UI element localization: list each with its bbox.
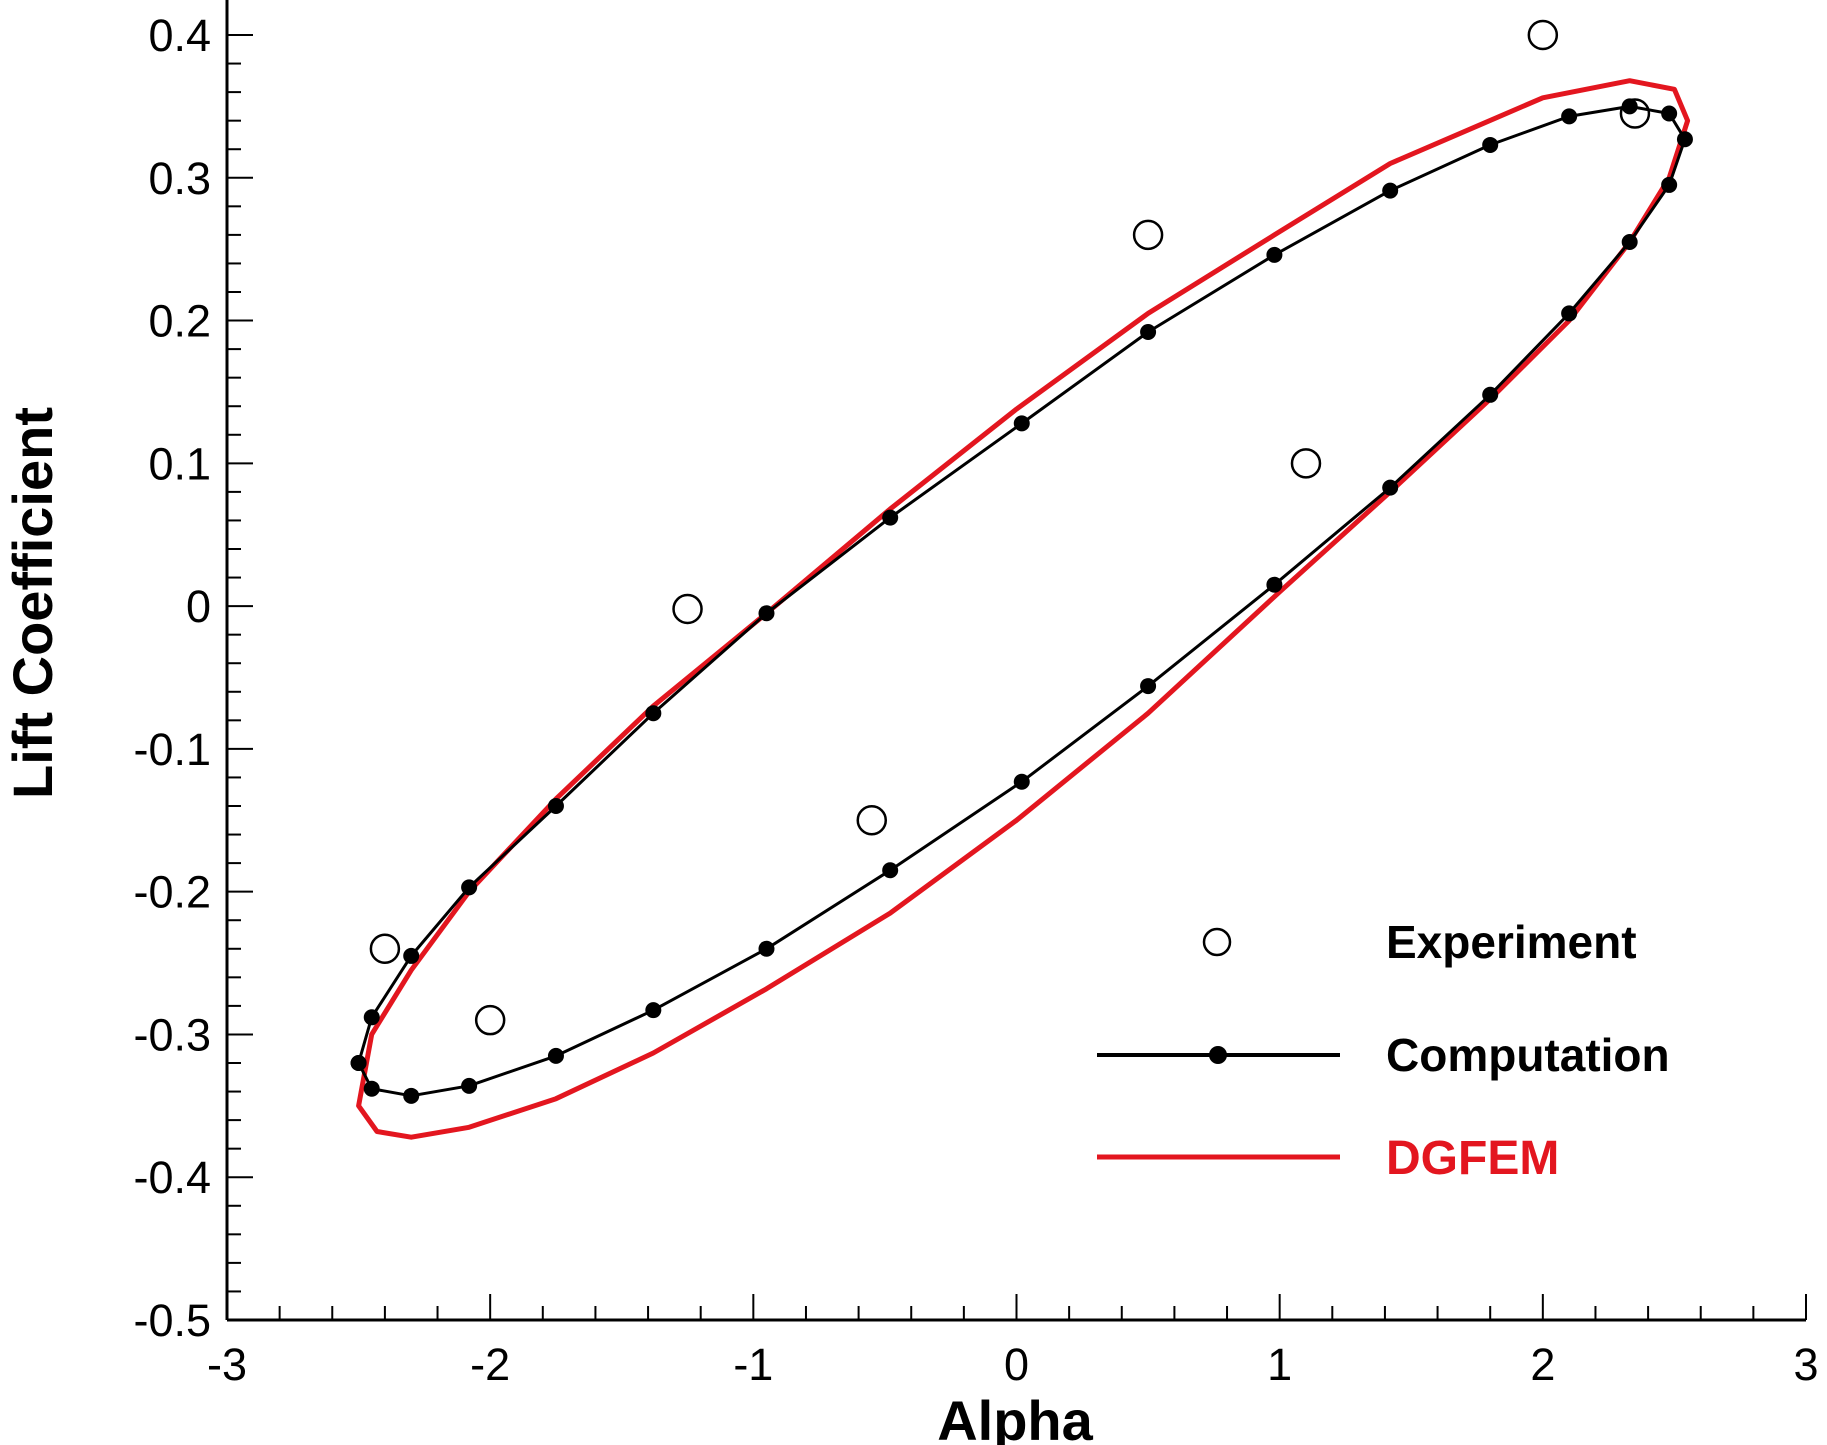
computation-point [1266,576,1283,593]
computation-point [363,1080,380,1097]
computation-point [1561,108,1578,125]
x-tick-label: 1 [1267,1339,1292,1390]
computation-point [1561,305,1578,322]
y-tick-label: -0.4 [133,1152,211,1203]
x-tick-label: -3 [207,1339,247,1390]
y-axis-title: Lift Coefficient [1,407,64,799]
y-tick-label: 0 [186,581,211,632]
axes: -3 -2 -1 0 1 2 3 0.4 0.3 0.2 0.1 0 -0.1 -0.2 -0.3 -0.4 -… [133,0,1819,1390]
computation-point [1013,773,1030,790]
computation-point [645,705,662,722]
x-tick-label: -1 [733,1339,773,1390]
experiment-point [369,933,401,965]
computation-point [1382,479,1399,496]
computation-point [1482,136,1499,153]
experiment-point [1132,219,1164,251]
x-tick-label: -2 [470,1339,510,1390]
computation-point [1676,131,1693,148]
computation-point [1482,386,1499,403]
x-tick-label: 0 [1004,1339,1029,1390]
legend: Experiment Computation DGFEM [1097,916,1670,1185]
computation-point [645,1002,662,1019]
computation-point [350,1055,367,1071]
legend-experiment-label: Experiment [1386,916,1637,968]
experiment-point [672,593,703,625]
computation-point [1382,182,1399,199]
y-tick-label: -0.3 [133,1009,211,1060]
y-tick-label: -0.2 [133,867,211,918]
dgfem-line [356,78,1691,1140]
experiment-point [1527,19,1559,51]
y-tick-label: -0.5 [133,1295,211,1346]
y-tick-label: 0.4 [148,10,211,61]
y-tick-label: -0.1 [133,724,211,775]
x-tick-label: 2 [1530,1339,1555,1390]
computation-point [547,798,564,814]
computation-point [1140,323,1157,340]
x-tick-label: 3 [1793,1339,1818,1390]
computation-point [363,1009,380,1026]
series-layer [350,19,1693,1140]
computation-point [758,605,775,622]
computation-point [1140,678,1157,695]
computation-point [1661,176,1678,193]
experiment-point [474,1004,506,1036]
computation-point [403,947,420,964]
legend-computation-label: Computation [1386,1029,1670,1081]
y-tick-label: 0.3 [148,153,211,204]
experiment-point [1290,448,1322,479]
legend-dgfem-label: DGFEM [1386,1132,1559,1185]
computation-point [547,1047,564,1064]
computation-point [1013,415,1030,432]
computation-point [1266,246,1283,263]
y-tick-label: 0.2 [148,296,211,347]
legend-experiment-marker [1202,927,1232,957]
x-axis-title: Alpha [937,1389,1093,1445]
computation-point [1661,105,1678,122]
computation-point [882,862,899,879]
experiment-point [1619,98,1651,129]
computation-point [882,509,899,526]
experiment-point [856,805,888,836]
computation-point [758,940,775,957]
computation-point [461,1077,478,1094]
computation-point [403,1087,420,1104]
computation-point [1621,234,1638,251]
computation-point [461,879,478,896]
y-tick-label: 0.1 [148,438,211,489]
legend-computation-marker [1209,1046,1227,1064]
